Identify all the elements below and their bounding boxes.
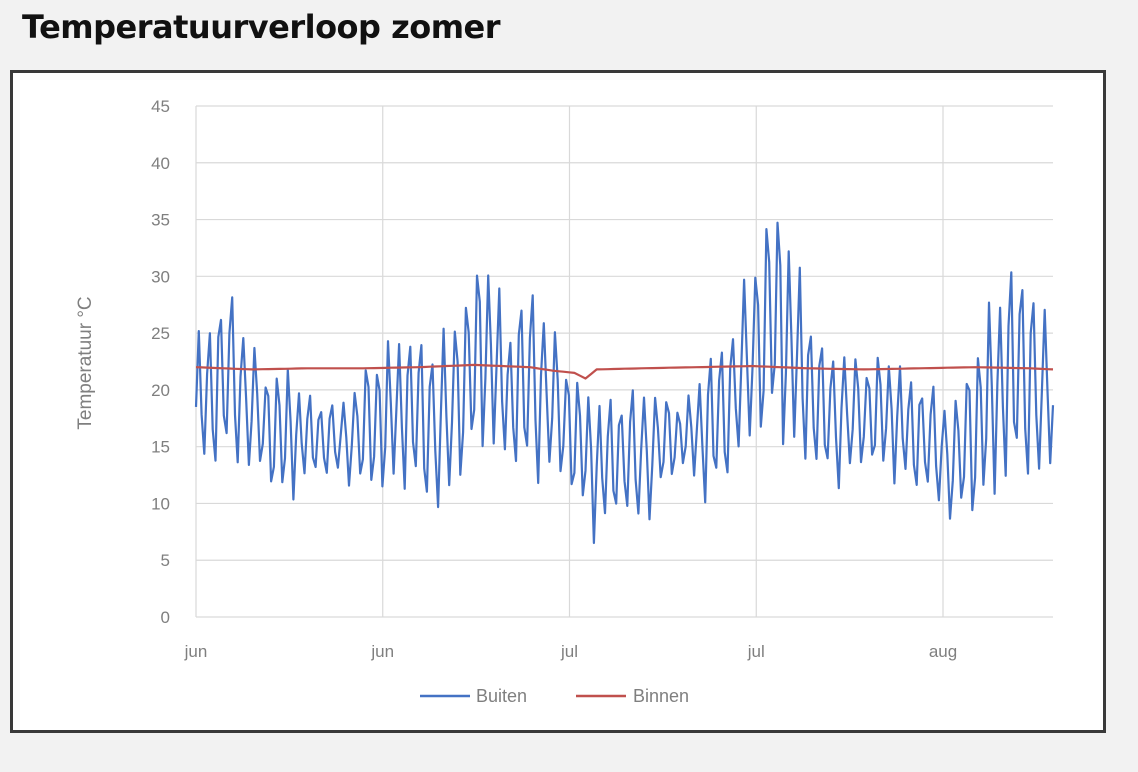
x-tick-label: jul <box>560 642 578 661</box>
chart-frame: 0 5 10 15 20 25 30 35 40 45 jun jun jul jul aug Temper… <box>10 70 1106 733</box>
y-tick-label: 25 <box>151 324 170 343</box>
y-tick-label: 40 <box>151 154 170 173</box>
temperature-chart: 0 5 10 15 20 25 30 35 40 45 jun jun jul jul aug Temper… <box>75 97 1055 706</box>
series-layer <box>194 221 1055 545</box>
y-tick-label: 45 <box>151 97 170 116</box>
legend-buiten-label: Buiten <box>476 686 527 706</box>
series-line-buiten <box>194 221 1055 545</box>
x-tick-label: jul <box>747 642 765 661</box>
grid-layer <box>195 105 1053 618</box>
y-tick-label: 0 <box>161 608 170 627</box>
page-title: Temperatuurverloop zomer <box>22 8 501 46</box>
series-line-binnen <box>195 363 1054 380</box>
x-tick-label: jun <box>370 642 394 661</box>
legend: Buiten Binnen <box>420 686 689 706</box>
legend-binnen-label: Binnen <box>633 686 689 706</box>
y-tick-label: 5 <box>161 551 170 570</box>
x-tick-label: jun <box>184 642 208 661</box>
x-tick-label: aug <box>929 642 957 661</box>
y-tick-label: 20 <box>151 381 170 400</box>
y-tick-label: 10 <box>151 494 170 513</box>
tick-layer: 0 5 10 15 20 25 30 35 40 45 jun jun jul jul aug <box>151 97 957 661</box>
y-tick-label: 15 <box>151 438 170 457</box>
y-tick-label: 35 <box>151 211 170 230</box>
y-tick-label: 30 <box>151 267 170 286</box>
y-axis-title: Temperatuur °C <box>75 296 96 429</box>
